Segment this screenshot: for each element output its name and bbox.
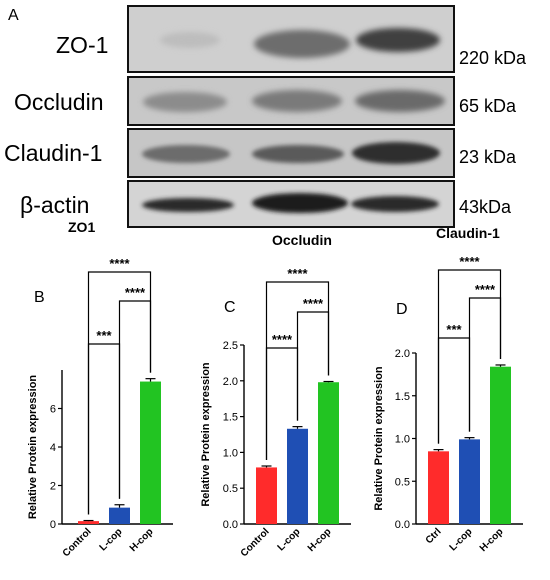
x-category-label: Ctrl [424,526,444,546]
significance-bracket [87,343,121,515]
blot-label-claudin1: Claudin-1 [4,140,102,166]
mw-label-zo1: 220 kDa [459,48,527,68]
x-category-label: Control [61,526,94,559]
y-tick-label: 0 [50,519,56,531]
chart-panel-c: C Occludin Relative Protein expression 0.0 0… [200,232,351,559]
significance-label: **** [459,254,480,269]
y-tick-label: 1.5 [395,391,410,403]
y-tick-label: 2.0 [223,376,238,388]
chart-panel-b: B ZO1 Relative Protein expression 0 2 4 6 Contr… [27,219,173,559]
y-tick-label: 6 [50,404,56,416]
y-axis-label: Relative Protein expression [27,375,39,520]
y-tick-label: 2 [50,481,56,493]
bar-h-cop [490,366,511,524]
y-tick-label: 0.0 [223,519,238,531]
y-tick-label: 0.5 [223,483,238,495]
bar-l-cop [287,428,308,524]
chart-title: ZO1 [68,219,95,235]
x-category-label: Control [239,526,272,559]
significance-bracket [437,337,471,444]
mw-label-occludin: 65 kDa [459,96,517,116]
significance-label: *** [96,328,112,343]
y-tick-label: 1.0 [223,447,238,459]
x-category-label: L-cop [448,526,475,553]
bar-l-cop [109,507,130,524]
panel-letter-d: D [396,301,408,318]
x-category-label: H-cop [478,526,506,554]
bar-ctrl [428,451,449,524]
y-tick-label: 2.5 [223,340,238,352]
blot-strip-zo1 [127,5,455,73]
y-tick-label: 1.5 [223,412,238,424]
panel-letter-c: C [224,299,236,316]
significance-label: **** [272,332,293,347]
blot-label-occludin: Occludin [14,89,103,115]
significance-label: **** [109,256,130,271]
bar-control [78,521,99,524]
y-axis-label: Relative Protein expression [373,366,385,511]
chart-panel-d: D Claudin-1 Relative Protein expression 0.0… [373,225,523,554]
western-blot: ZO-1 Occludin Claudin-1 β-actin 220 kDa … [4,5,527,228]
blot-label-zo1: ZO-1 [56,32,108,58]
significance-label: **** [303,296,324,311]
x-category-label: H-cop [306,526,334,554]
blot-strip-beta-actin [127,180,455,228]
panel-letter-a: A [8,7,19,24]
panel-letter-b: B [34,289,45,306]
mw-label-beta-actin: 43kDa [459,197,512,217]
bar-charts: B ZO1 Relative Protein expression 0 2 4 6 Contr… [27,219,523,559]
blot-strip-claudin1 [127,128,455,178]
bar-control [256,467,277,524]
y-tick-label: 4 [50,442,56,454]
significance-label: **** [475,282,496,297]
x-category-label: H-cop [128,526,156,554]
bar-h-cop [140,381,161,524]
x-category-label: L-cop [276,526,303,553]
significance-label: *** [446,322,462,337]
mw-label-claudin1: 23 kDa [459,147,517,167]
chart-title: Claudin-1 [436,225,500,241]
y-tick-label: 1.0 [395,434,410,446]
y-tick-label: 0.5 [395,476,410,488]
chart-title: Occludin [272,232,332,248]
blot-label-beta-actin: β-actin [20,192,89,218]
y-axis-label: Relative Protein expression [200,362,212,507]
bar-l-cop [459,439,480,524]
significance-bracket [265,347,299,461]
significance-label: **** [287,266,308,281]
blot-strip-occludin [127,76,455,126]
x-category-label: L-cop [98,526,125,553]
significance-label: **** [125,285,146,300]
y-tick-label: 0.0 [395,519,410,531]
y-tick-label: 2.0 [395,348,410,360]
bar-h-cop [318,382,339,524]
